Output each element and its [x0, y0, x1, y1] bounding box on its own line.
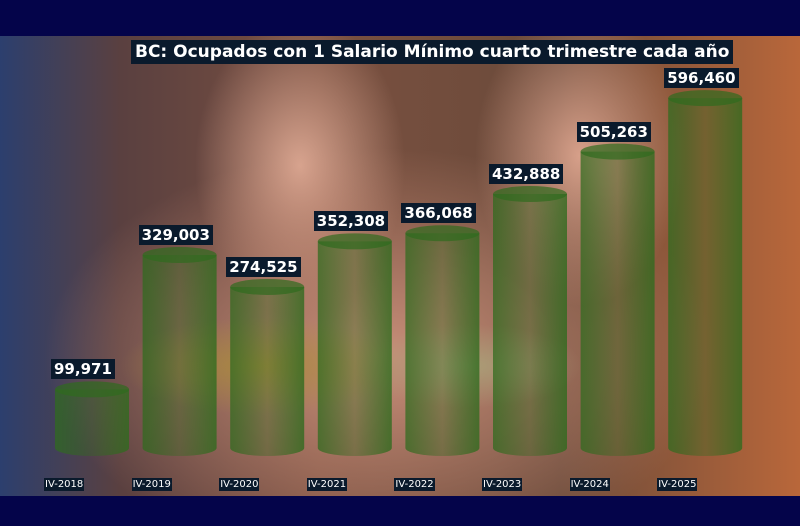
bar-IV-2024: [580, 143, 655, 456]
data-label: 432,888: [489, 164, 564, 185]
bar-body: [668, 98, 743, 457]
bar-body: [142, 254, 217, 456]
x-tick-label: IV-2021: [306, 478, 348, 491]
bar-cap: [142, 246, 217, 263]
data-label: 596,460: [664, 68, 739, 89]
x-tick-label: IV-2019: [131, 478, 172, 491]
bar-cap: [493, 186, 567, 203]
background-photo-coins-in-hand: [0, 36, 800, 496]
bar-body: [230, 286, 305, 456]
bar-body: [55, 389, 129, 456]
bar-IV-2022: [405, 225, 480, 456]
bar-body: [493, 194, 567, 456]
bar-IV-2018: [55, 381, 129, 456]
chart-title: BC: Ocupados con 1 Salario Mínimo cuarto…: [131, 40, 734, 64]
bar-cap: [317, 233, 392, 250]
bar-IV-2021: [317, 233, 392, 456]
bar-cap: [55, 381, 129, 398]
bar-cap: [668, 90, 743, 107]
bar-body: [405, 233, 480, 456]
bar-body: [317, 241, 392, 456]
x-tick-label: IV-2023: [482, 478, 523, 491]
data-label: 366,068: [401, 203, 476, 224]
bar-IV-2020: [230, 278, 305, 456]
bar-IV-2019: [142, 246, 217, 456]
data-label: 274,525: [226, 256, 301, 277]
bar-body: [580, 151, 655, 456]
data-label: 99,971: [51, 359, 115, 380]
data-label: 352,308: [313, 211, 389, 232]
data-label: 505,263: [576, 121, 651, 142]
bar-cap: [405, 225, 480, 242]
bar-cap: [580, 143, 655, 160]
x-tick-label: IV-2020: [219, 478, 260, 491]
bar-cap: [230, 278, 305, 295]
bar-IV-2023: [493, 186, 567, 456]
data-label: 329,003: [138, 224, 213, 245]
x-tick-label: IV-2025: [657, 478, 698, 491]
x-tick-label: IV-2024: [569, 478, 610, 491]
x-tick-label: IV-2022: [394, 478, 435, 491]
bar-IV-2025: [668, 90, 743, 457]
x-tick-label: IV-2018: [44, 478, 85, 491]
